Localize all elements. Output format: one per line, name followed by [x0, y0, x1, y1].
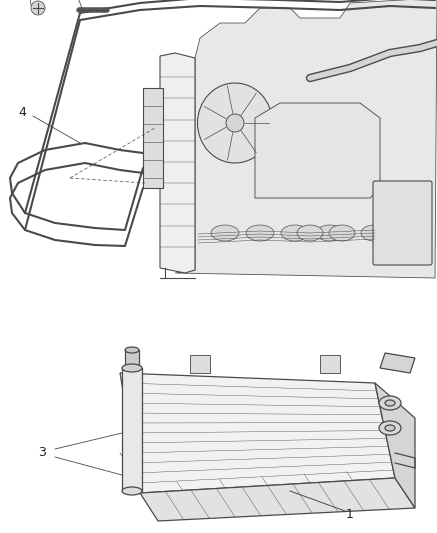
- Polygon shape: [380, 353, 415, 373]
- Ellipse shape: [31, 1, 45, 15]
- Ellipse shape: [379, 421, 401, 435]
- Ellipse shape: [122, 364, 142, 372]
- Polygon shape: [160, 53, 195, 273]
- Polygon shape: [255, 103, 380, 198]
- FancyBboxPatch shape: [373, 181, 432, 265]
- Ellipse shape: [297, 225, 323, 241]
- Polygon shape: [375, 383, 415, 508]
- Polygon shape: [120, 373, 395, 493]
- Text: 8: 8: [68, 0, 76, 3]
- Ellipse shape: [329, 225, 355, 241]
- Ellipse shape: [385, 425, 395, 431]
- Text: 3: 3: [38, 447, 46, 459]
- Ellipse shape: [281, 225, 309, 241]
- Ellipse shape: [385, 400, 395, 406]
- Ellipse shape: [393, 225, 419, 241]
- Ellipse shape: [246, 225, 274, 241]
- Ellipse shape: [122, 487, 142, 495]
- Polygon shape: [175, 0, 437, 278]
- Ellipse shape: [198, 83, 273, 163]
- Bar: [143, 88, 163, 188]
- Bar: [125, 350, 139, 368]
- Ellipse shape: [316, 225, 344, 241]
- Polygon shape: [140, 478, 415, 521]
- Text: 7: 7: [18, 0, 26, 3]
- Ellipse shape: [226, 114, 244, 132]
- Text: 1: 1: [346, 508, 354, 521]
- Ellipse shape: [211, 225, 239, 241]
- Bar: [320, 355, 340, 373]
- Bar: [190, 355, 210, 373]
- Text: 4: 4: [18, 107, 26, 119]
- Ellipse shape: [125, 347, 139, 353]
- Ellipse shape: [379, 396, 401, 410]
- Bar: [122, 368, 142, 491]
- Ellipse shape: [361, 225, 387, 241]
